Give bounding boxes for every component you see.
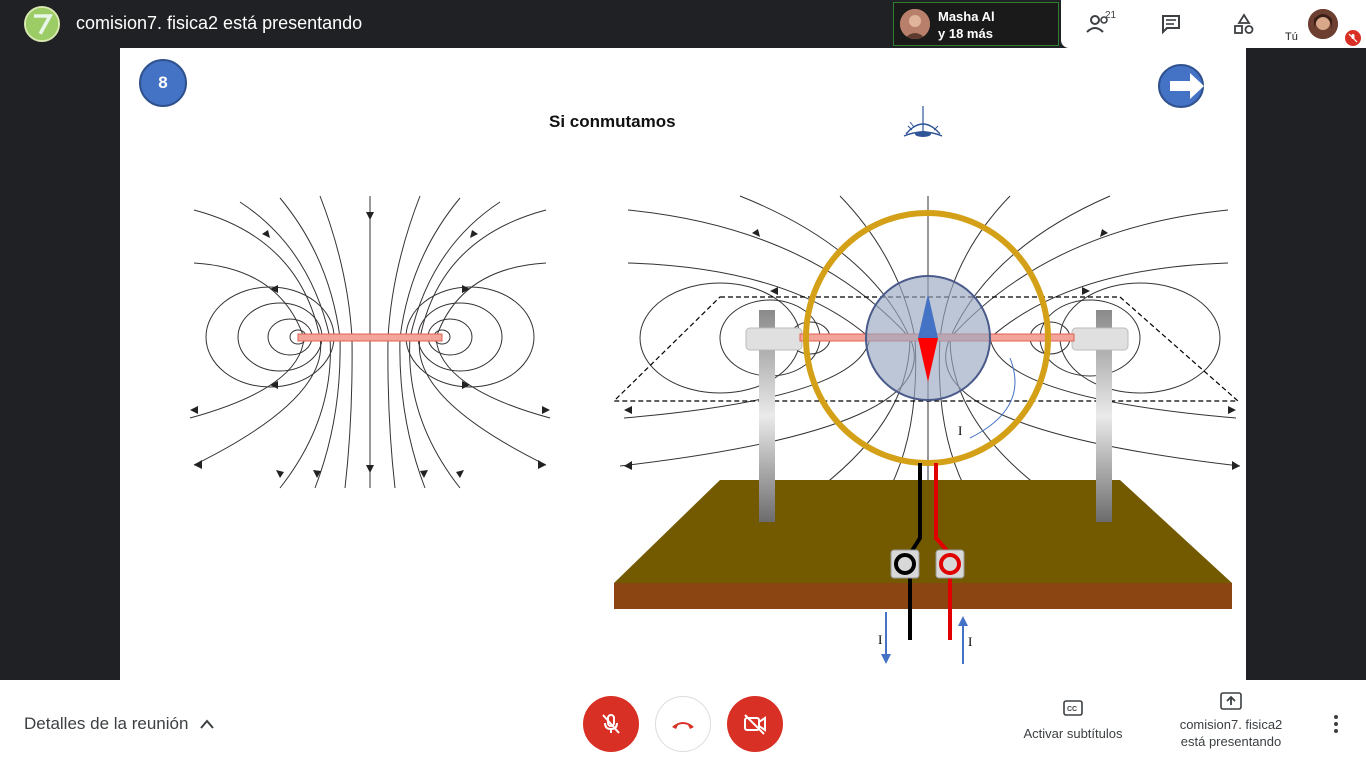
present-icon (1220, 692, 1242, 710)
top-bar: comision7. fisica2 está presentando Mash… (0, 0, 1366, 48)
camera-toggle-button[interactable] (727, 696, 783, 752)
presentation-slide: 8 Si conmutamos (120, 48, 1246, 680)
activities-icon (1234, 13, 1254, 34)
participant-tile[interactable]: Masha Al y 18 más (893, 2, 1059, 46)
svg-text:CC: CC (1067, 706, 1077, 713)
chevron-up-icon (200, 719, 215, 729)
people-icon (1086, 15, 1108, 33)
people-button[interactable]: 21 (1079, 8, 1119, 40)
presenting-status-button[interactable]: comision7. fisica2 está presentando (1168, 692, 1294, 750)
captions-label: Activar subtítulos (1023, 726, 1123, 741)
meeting-details-button[interactable]: Detalles de la reunión (24, 714, 215, 734)
presenting-line2: está presentando (1180, 734, 1282, 749)
presentation-title: comision7. fisica2 está presentando (76, 13, 363, 33)
meeting-details-label: Detalles de la reunión (24, 714, 189, 733)
current-label-right: I (968, 634, 972, 649)
participant-avatar (900, 9, 930, 39)
participant-name: Masha Al (938, 9, 995, 24)
bottom-bar: Detalles de la reunión CC Activar subtít… (0, 680, 1366, 768)
current-label-loop: I (958, 423, 962, 438)
captions-icon: CC (1063, 700, 1083, 716)
activities-button[interactable] (1224, 8, 1264, 40)
chat-button[interactable] (1151, 8, 1191, 40)
self-avatar[interactable] (1308, 9, 1338, 39)
presenter-avatar (24, 6, 60, 42)
captions-button[interactable]: CC Activar subtítulos (1010, 700, 1136, 741)
more-icon (1334, 715, 1338, 733)
mic-toggle-button[interactable] (583, 696, 639, 752)
next-slide-arrow-icon[interactable] (1158, 61, 1208, 109)
self-label: Tú (1285, 31, 1298, 43)
mic-off-icon (602, 714, 620, 734)
presenting-line1: comision7. fisica2 (1179, 717, 1283, 732)
leave-call-button[interactable] (655, 696, 711, 752)
top-actions: 21 (1061, 0, 1279, 48)
self-muted-badge (1345, 30, 1361, 46)
people-count: 21 (1105, 10, 1117, 21)
slide-number-badge: 8 (139, 59, 187, 107)
self-area: Tú (1279, 0, 1366, 48)
more-options-button[interactable] (1320, 708, 1352, 740)
hangup-icon (672, 722, 694, 729)
field-lines-diagram (189, 195, 551, 489)
camera-off-icon (744, 714, 766, 735)
coil-apparatus-diagram: I I I (612, 195, 1241, 664)
mic-off-icon (1348, 33, 1358, 43)
current-label-left: I (878, 632, 882, 647)
chat-icon (1162, 15, 1180, 35)
logo-icon (903, 106, 943, 137)
slide-title: Si conmutamos (549, 112, 676, 131)
participant-others: y 18 más (938, 26, 993, 41)
